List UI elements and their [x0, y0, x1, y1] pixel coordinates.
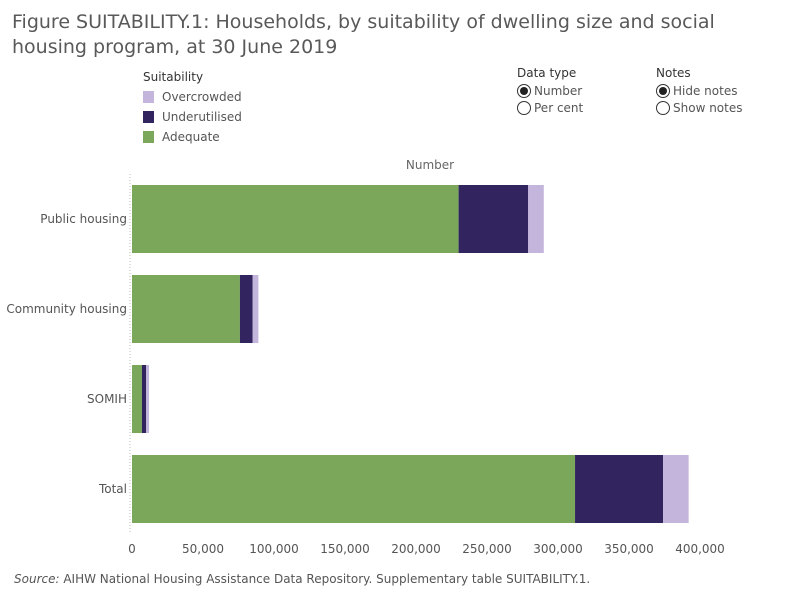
- notes-title: Notes: [656, 66, 691, 80]
- notes-option-show[interactable]: Show notes: [656, 99, 742, 116]
- x-tick-label: 50,000: [182, 542, 224, 556]
- legend-item-adequate[interactable]: Adequate: [143, 127, 242, 147]
- x-tick-label: 100,000: [249, 542, 299, 556]
- category-label: Public housing: [40, 212, 127, 226]
- data-type-title: Data type: [517, 66, 577, 80]
- source-text: AIHW National Housing Assistance Data Re…: [59, 572, 591, 586]
- option-label: Number: [534, 83, 583, 98]
- source-prefix: Source:: [14, 572, 60, 586]
- radio-unselected-icon[interactable]: [656, 100, 670, 115]
- bar-segment-overcrowded: [252, 275, 259, 343]
- bar-segment-adequate: [132, 365, 142, 433]
- bar-segment-overcrowded: [146, 365, 150, 433]
- bar-segment-overcrowded: [663, 455, 689, 523]
- legend-item-underutilised[interactable]: Underutilised: [143, 107, 242, 127]
- option-label: Hide notes: [673, 83, 738, 98]
- data-type-option-percent[interactable]: Per cent: [517, 99, 583, 116]
- x-tick-label: 300,000: [533, 542, 583, 556]
- x-tick-label: 0: [128, 542, 136, 556]
- category-label: SOMIH: [87, 392, 127, 406]
- bar-segment-underutilised: [575, 455, 664, 523]
- radio-selected-icon[interactable]: [656, 83, 670, 98]
- overcrowded-swatch: [143, 91, 154, 103]
- suitability-legend: Suitability Overcrowded Underutilised Ad…: [143, 70, 242, 147]
- category-label: Total: [98, 482, 127, 496]
- bar-segment-adequate: [132, 455, 576, 523]
- x-tick-label: 250,000: [462, 542, 512, 556]
- legend-label: Underutilised: [162, 110, 242, 124]
- bar-segment-adequate: [132, 185, 459, 253]
- radio-selected-icon[interactable]: [517, 83, 531, 98]
- bar-segment-underutilised: [458, 185, 529, 253]
- underutilised-swatch: [143, 111, 154, 123]
- category-label: Community housing: [6, 302, 127, 316]
- notes-control: Notes Hide notes Show notes: [656, 66, 742, 116]
- x-axis-title: Number: [406, 158, 454, 172]
- data-type-control: Data type Number Per cent: [517, 66, 583, 116]
- bar-segment-underutilised: [239, 275, 253, 343]
- chart-title: Figure SUITABILITY.1: Households, by sui…: [12, 11, 715, 58]
- legend-label: Overcrowded: [162, 90, 242, 104]
- adequate-swatch: [143, 131, 154, 143]
- x-tick-label: 350,000: [604, 542, 654, 556]
- notes-option-hide[interactable]: Hide notes: [656, 82, 742, 99]
- radio-unselected-icon[interactable]: [517, 100, 531, 115]
- bar-segment-overcrowded: [528, 185, 544, 253]
- legend-title: Suitability: [143, 70, 204, 84]
- x-tick-label: 200,000: [391, 542, 441, 556]
- bar-segment-underutilised: [141, 365, 147, 433]
- source-note: Source: AIHW National Housing Assistance…: [14, 572, 590, 586]
- data-type-option-number[interactable]: Number: [517, 82, 583, 99]
- x-tick-label: 400,000: [675, 542, 725, 556]
- legend-label: Adequate: [162, 130, 220, 144]
- option-label: Per cent: [534, 100, 584, 115]
- x-tick-label: 150,000: [320, 542, 370, 556]
- option-label: Show notes: [673, 100, 743, 115]
- legend-item-overcrowded[interactable]: Overcrowded: [143, 87, 242, 107]
- bar-segment-adequate: [132, 275, 240, 343]
